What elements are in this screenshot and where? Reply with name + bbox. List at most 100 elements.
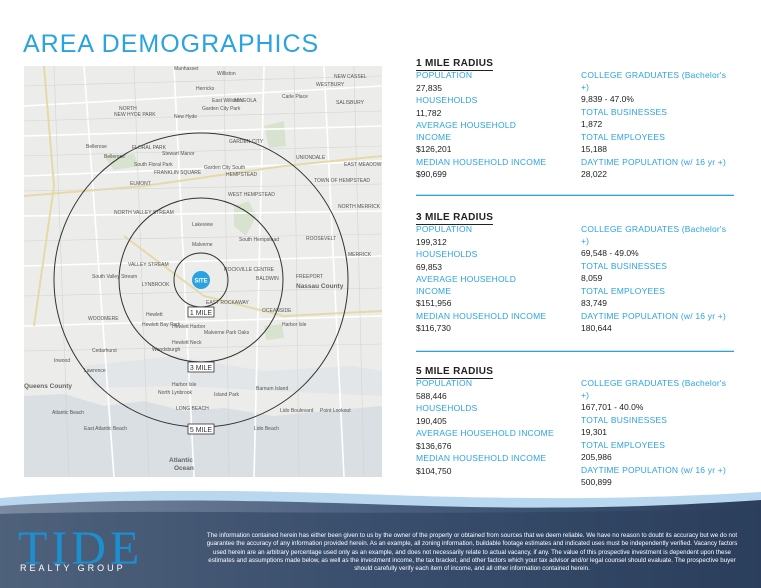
svg-text:Malverne: Malverne [192, 242, 213, 248]
svg-text:NORTH VALLEY STREAM: NORTH VALLEY STREAM [114, 210, 174, 216]
svg-text:Point Lookout: Point Lookout [320, 408, 351, 414]
page-title: AREA DEMOGRAPHICS [23, 30, 320, 58]
svg-text:BALDWIN: BALDWIN [256, 276, 279, 282]
daytime-population-value: 500,899 [581, 477, 612, 487]
svg-text:GARDEN CITY: GARDEN CITY [229, 139, 264, 145]
total-businesses-label: TOTAL BUSINESSES [581, 414, 668, 425]
svg-text:Queens County: Queens County [24, 383, 72, 390]
svg-text:North Lynbrook: North Lynbrook [158, 390, 192, 396]
site-marker: SITE [192, 271, 210, 289]
median-income-value: $116,730 [416, 323, 451, 333]
site-marker-text: SITE [194, 279, 207, 285]
total-businesses-label: TOTAL BUSINESSES [581, 106, 668, 117]
svg-text:South Floral Park: South Floral Park [134, 162, 173, 168]
daytime-population-label-text: DAYTIME POPULATION [581, 156, 679, 167]
population-value: 199,312 [416, 236, 447, 247]
avg-income-label: AVERAGE HOUSEHOLD INCOME [416, 428, 554, 438]
svg-text:WEST HEMPSTEAD: WEST HEMPSTEAD [228, 192, 275, 198]
svg-text:South Valley Stream: South Valley Stream [92, 274, 137, 280]
svg-text:MERRICK: MERRICK [348, 252, 372, 258]
college-grads-label: COLLEGE GRADUATES (Bachelor's +) [581, 70, 736, 93]
total-employees-label: TOTAL EMPLOYEES [581, 439, 666, 450]
svg-text:Atlantic Beach: Atlantic Beach [52, 410, 84, 416]
svg-text:Bellerose: Bellerose [104, 154, 125, 160]
college-grads-label: COLLEGE GRADUATES (Bachelor's +) [581, 224, 736, 247]
median-income-label: MEDIAN HOUSEHOLD INCOME [416, 156, 547, 167]
population-label: POPULATION [416, 378, 473, 388]
svg-text:NORTH: NORTH [119, 106, 137, 112]
section-divider [416, 194, 734, 196]
svg-text:Lawrence: Lawrence [84, 368, 106, 374]
avg-income-label: AVERAGE HOUSEHOLD INCOME [416, 274, 517, 296]
svg-text:Manhasset: Manhasset [174, 66, 199, 72]
svg-text:New Hyde: New Hyde [174, 114, 197, 120]
svg-text:Barnum Island: Barnum Island [256, 386, 288, 392]
svg-text:FREEPORT: FREEPORT [296, 274, 323, 280]
population-value: 588,446 [416, 390, 447, 401]
total-employees-value: 205,986 [581, 452, 612, 462]
median-income-label: MEDIAN HOUSEHOLD INCOME [416, 453, 547, 463]
college-grads-label: COLLEGE GRADUATES (Bachelor's +) [581, 378, 736, 401]
footer [0, 478, 761, 588]
college-grads-value: 9,839 - 47.0% [581, 94, 634, 104]
svg-text:LYNBROOK: LYNBROOK [142, 282, 170, 288]
svg-text:Ocean: Ocean [174, 465, 194, 472]
ring-label-5-text: 5 MILE [190, 427, 213, 434]
svg-text:Cedarhurst: Cedarhurst [92, 348, 117, 354]
company-logo: TIDE REALTY GROUP [18, 524, 198, 584]
svg-text:South Hempstead: South Hempstead [239, 237, 279, 243]
svg-text:Stewart Manor: Stewart Manor [162, 151, 195, 157]
households-label: HOUSEHOLDS [416, 95, 478, 105]
households-label: HOUSEHOLDS [416, 403, 478, 413]
map-graphic: Manhasset Williston Herricks East Willis… [24, 66, 382, 477]
svg-text:ROCKVILLE CENTRE: ROCKVILLE CENTRE [224, 267, 275, 273]
ring-label-1-text: 1 MILE [190, 310, 213, 317]
svg-text:Bellerose: Bellerose [86, 144, 107, 150]
area-map: Manhasset Williston Herricks East Willis… [24, 66, 382, 477]
svg-text:Hewlett Harbor: Hewlett Harbor [172, 324, 206, 330]
svg-text:EAST MEADOW: EAST MEADOW [344, 162, 382, 168]
svg-text:Lakeview: Lakeview [192, 222, 213, 228]
svg-text:Garden City Park: Garden City Park [202, 106, 241, 112]
population-label: POPULATION [416, 224, 473, 234]
daytime-population-value: 180,644 [581, 323, 612, 333]
left-column: POPULATION 199,312 HOUSEHOLDS 69,853 AVE… [416, 224, 546, 336]
svg-text:WOODMERE: WOODMERE [88, 316, 119, 322]
svg-text:Herricks: Herricks [196, 86, 215, 92]
avg-income-value: $126,201 [416, 144, 452, 154]
college-grads-label-sub: (Bachelor's +) [581, 70, 727, 92]
total-employees-label: TOTAL EMPLOYEES [581, 131, 666, 142]
svg-text:VALLEY STREAM: VALLEY STREAM [128, 262, 169, 268]
daytime-population-label-sub: (w/ 16 yr +) [680, 156, 726, 167]
svg-text:ROOSEVELT: ROOSEVELT [306, 236, 336, 242]
svg-text:SALISBURY: SALISBURY [336, 100, 365, 106]
svg-text:UNIONDALE: UNIONDALE [296, 155, 326, 161]
ring-label-3-text: 3 MILE [190, 365, 213, 372]
ring-label-1: 1 MILE [187, 306, 215, 318]
college-grads-value: 69,548 - 49.0% [581, 248, 639, 258]
svg-text:Hewlett Bay Park: Hewlett Bay Park [142, 322, 181, 328]
daytime-population-value: 28,022 [581, 169, 607, 179]
section-divider [416, 350, 734, 352]
population-label: POPULATION [416, 70, 473, 80]
svg-text:Hewlett Neck: Hewlett Neck [172, 340, 202, 346]
total-businesses-label: TOTAL BUSINESSES [581, 260, 668, 271]
footer-background [0, 490, 761, 588]
population-value: 27,835 [416, 82, 442, 93]
svg-text:Harbor Isle: Harbor Isle [172, 382, 197, 388]
daytime-population-label-sub: (w/ 16 yr +) [680, 464, 726, 475]
svg-text:Williston: Williston [217, 71, 236, 77]
ring-label-5: 5 MILE [187, 423, 215, 435]
college-grads-label-text: COLLEGE GRADUATES [581, 70, 680, 80]
college-grads-label-sub: (Bachelor's +) [581, 378, 727, 400]
daytime-population-label: DAYTIME POPULATION (w/ 16 yr +) [581, 157, 736, 169]
svg-text:NEW HYDE PARK: NEW HYDE PARK [114, 112, 156, 118]
avg-income-value: $151,956 [416, 298, 452, 308]
median-income-value: $104,750 [416, 465, 452, 476]
households-value: 11,782 [416, 107, 442, 118]
total-employees-label: TOTAL EMPLOYEES [581, 285, 666, 296]
svg-text:FLORAL PARK: FLORAL PARK [132, 145, 167, 151]
median-income-value: $90,699 [416, 169, 447, 179]
daytime-population-label-text: DAYTIME POPULATION [581, 310, 679, 321]
right-column: COLLEGE GRADUATES (Bachelor's +) 69,548 … [581, 224, 736, 336]
